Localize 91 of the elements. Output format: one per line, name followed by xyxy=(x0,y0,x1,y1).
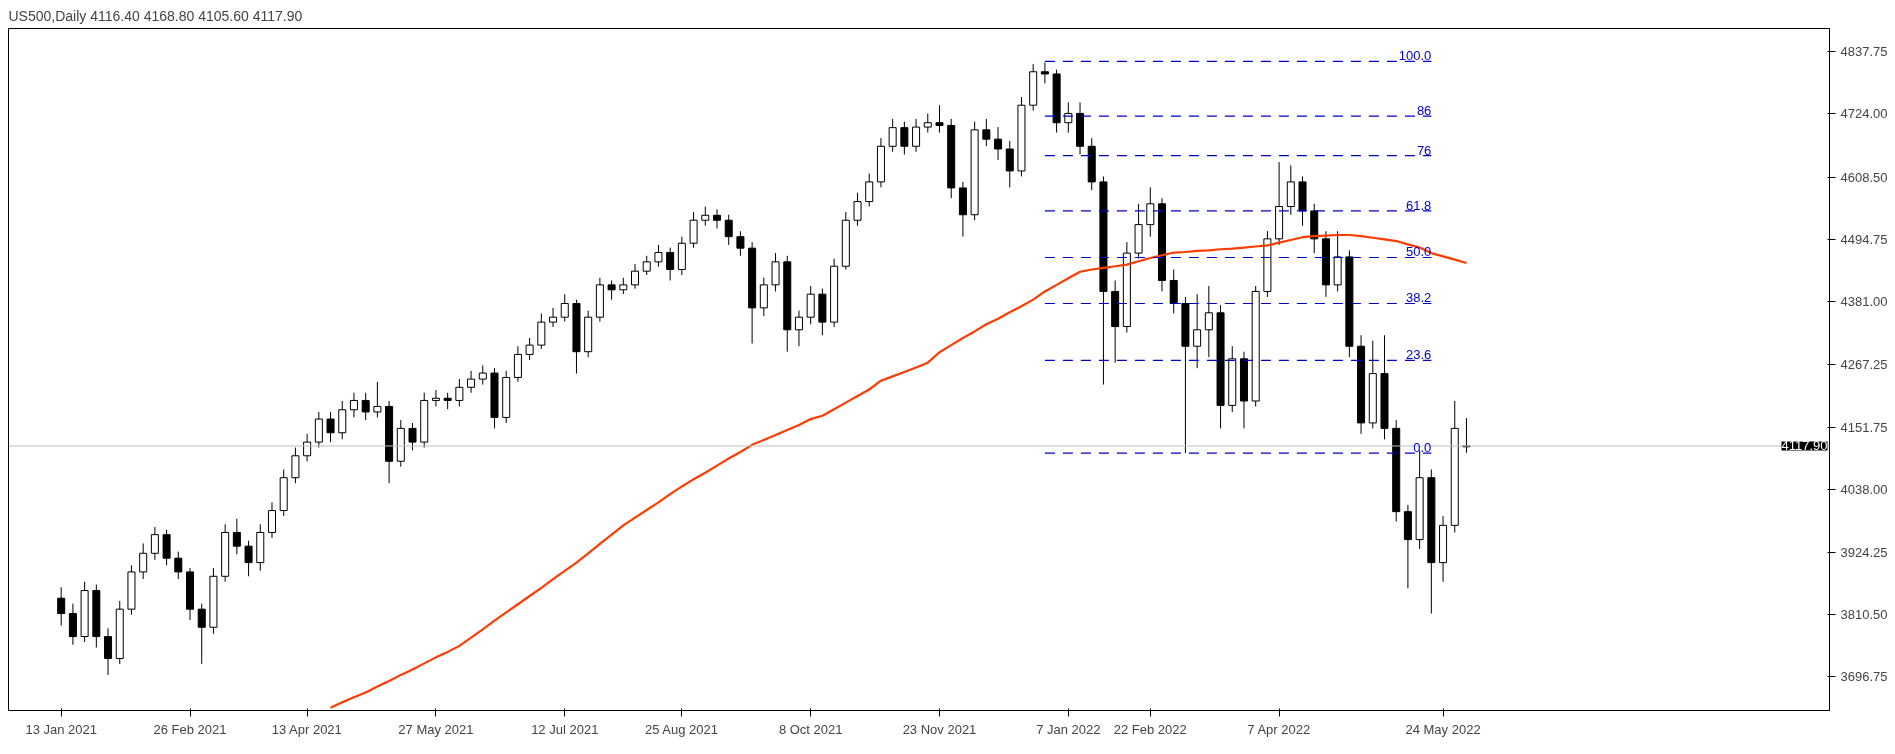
candlestick xyxy=(654,244,663,268)
candlestick xyxy=(853,192,862,227)
candlestick xyxy=(806,285,815,325)
candlestick xyxy=(431,389,440,407)
candlestick xyxy=(549,307,558,328)
y-tick-label: 4494.75 xyxy=(1840,232,1888,248)
candlestick xyxy=(349,392,358,418)
candlestick xyxy=(888,118,897,153)
candlestick xyxy=(666,247,675,281)
candlestick xyxy=(314,411,323,449)
annotation: 61.8 xyxy=(1406,197,1432,213)
annotation: 0.0 xyxy=(1413,440,1432,456)
annotation: 50.0 xyxy=(1406,244,1432,260)
x-tick-label: 24 May 2022 xyxy=(1405,721,1481,737)
y-tick-label: 4267.25 xyxy=(1840,356,1888,372)
y-tick-label: 3810.50 xyxy=(1840,606,1888,622)
candlestick xyxy=(724,214,733,246)
line-series xyxy=(329,233,1468,709)
candlestick xyxy=(326,411,335,443)
candlestick xyxy=(162,529,171,566)
y-tick-label: 3696.75 xyxy=(1840,669,1888,685)
candlestick xyxy=(994,126,1003,161)
y-tick-label: 3924.25 xyxy=(1840,544,1888,560)
candlestick xyxy=(712,208,722,229)
x-tick-label: 12 Jul 2021 xyxy=(531,721,599,737)
candlestick xyxy=(525,337,534,361)
candlestick xyxy=(467,370,476,394)
x-tick-label: 7 Jan 2022 xyxy=(1036,721,1101,737)
annotation: 100.0 xyxy=(1398,48,1432,64)
candlestick xyxy=(736,230,745,257)
candlestick xyxy=(689,211,698,249)
y-tick-label: 4038.00 xyxy=(1840,482,1888,498)
candlestick xyxy=(701,206,710,227)
y-tick-label: 4837.75 xyxy=(1840,44,1888,60)
x-tick-label: 8 Oct 2021 xyxy=(778,721,843,737)
candlestick xyxy=(771,252,780,292)
candlestick xyxy=(912,118,921,153)
candlestick xyxy=(1204,285,1213,358)
candlestick xyxy=(244,540,253,577)
x-tick-label: 26 Feb 2021 xyxy=(153,721,227,737)
candlestick xyxy=(935,104,944,134)
candlestick xyxy=(373,381,382,418)
x-tick-label: 13 Apr 2021 xyxy=(271,721,342,737)
x-tick-label: 25 Aug 2021 xyxy=(644,721,719,737)
y-tick-label: 4381.00 xyxy=(1840,294,1888,310)
y-tick-label: 4724.00 xyxy=(1840,106,1888,122)
candlestick xyxy=(560,293,569,323)
candlestick xyxy=(338,400,347,440)
candlestick xyxy=(759,277,768,317)
candlestick xyxy=(607,279,616,301)
candlestick xyxy=(794,310,803,347)
candlestick xyxy=(267,501,276,539)
x-tick-label: 13 Jan 2021 xyxy=(25,721,97,737)
ref-line-label: 4117.90 xyxy=(1781,438,1828,454)
candlestick xyxy=(900,121,909,155)
candlestick xyxy=(537,312,546,350)
candlestick xyxy=(513,345,522,383)
candlestick xyxy=(923,112,932,134)
candlestick xyxy=(104,627,113,676)
candlestick xyxy=(68,603,77,646)
x-tick-label: 7 Apr 2022 xyxy=(1247,721,1311,737)
annotation: 38.2 xyxy=(1406,290,1432,306)
candlestick xyxy=(455,378,464,407)
candlestick xyxy=(361,392,370,421)
candlestick xyxy=(197,603,206,665)
candlestick xyxy=(1005,140,1014,188)
annotation: 23.6 xyxy=(1406,347,1432,363)
candlestick xyxy=(139,542,148,580)
candlestick xyxy=(1193,293,1202,369)
annotation: 76 xyxy=(1416,142,1432,158)
candlestick xyxy=(1040,61,1049,84)
candlestick xyxy=(642,255,651,276)
candlestick xyxy=(478,364,487,386)
candlestick xyxy=(408,422,417,451)
y-tick-label: 4151.75 xyxy=(1840,419,1888,435)
candlestick xyxy=(150,526,159,561)
x-tick-label: 23 Nov 2021 xyxy=(902,721,977,737)
candlestick xyxy=(291,447,300,484)
candlestick xyxy=(174,551,183,580)
candlestick xyxy=(631,263,640,290)
candlestick xyxy=(1146,186,1155,238)
x-tick-label: 22 Feb 2022 xyxy=(1113,721,1187,737)
annotation: 86 xyxy=(1416,103,1432,119)
y-tick-label: 4608.50 xyxy=(1840,169,1888,185)
candlestick xyxy=(982,118,991,147)
candlestick xyxy=(1169,269,1178,314)
chart-title: US500,Daily 4116.40 4168.80 4105.60 4117.90 xyxy=(8,7,303,24)
candlestick xyxy=(232,518,241,555)
candlestick xyxy=(57,586,66,627)
candlestick xyxy=(865,173,874,208)
x-tick-label: 27 May 2021 xyxy=(398,721,474,737)
